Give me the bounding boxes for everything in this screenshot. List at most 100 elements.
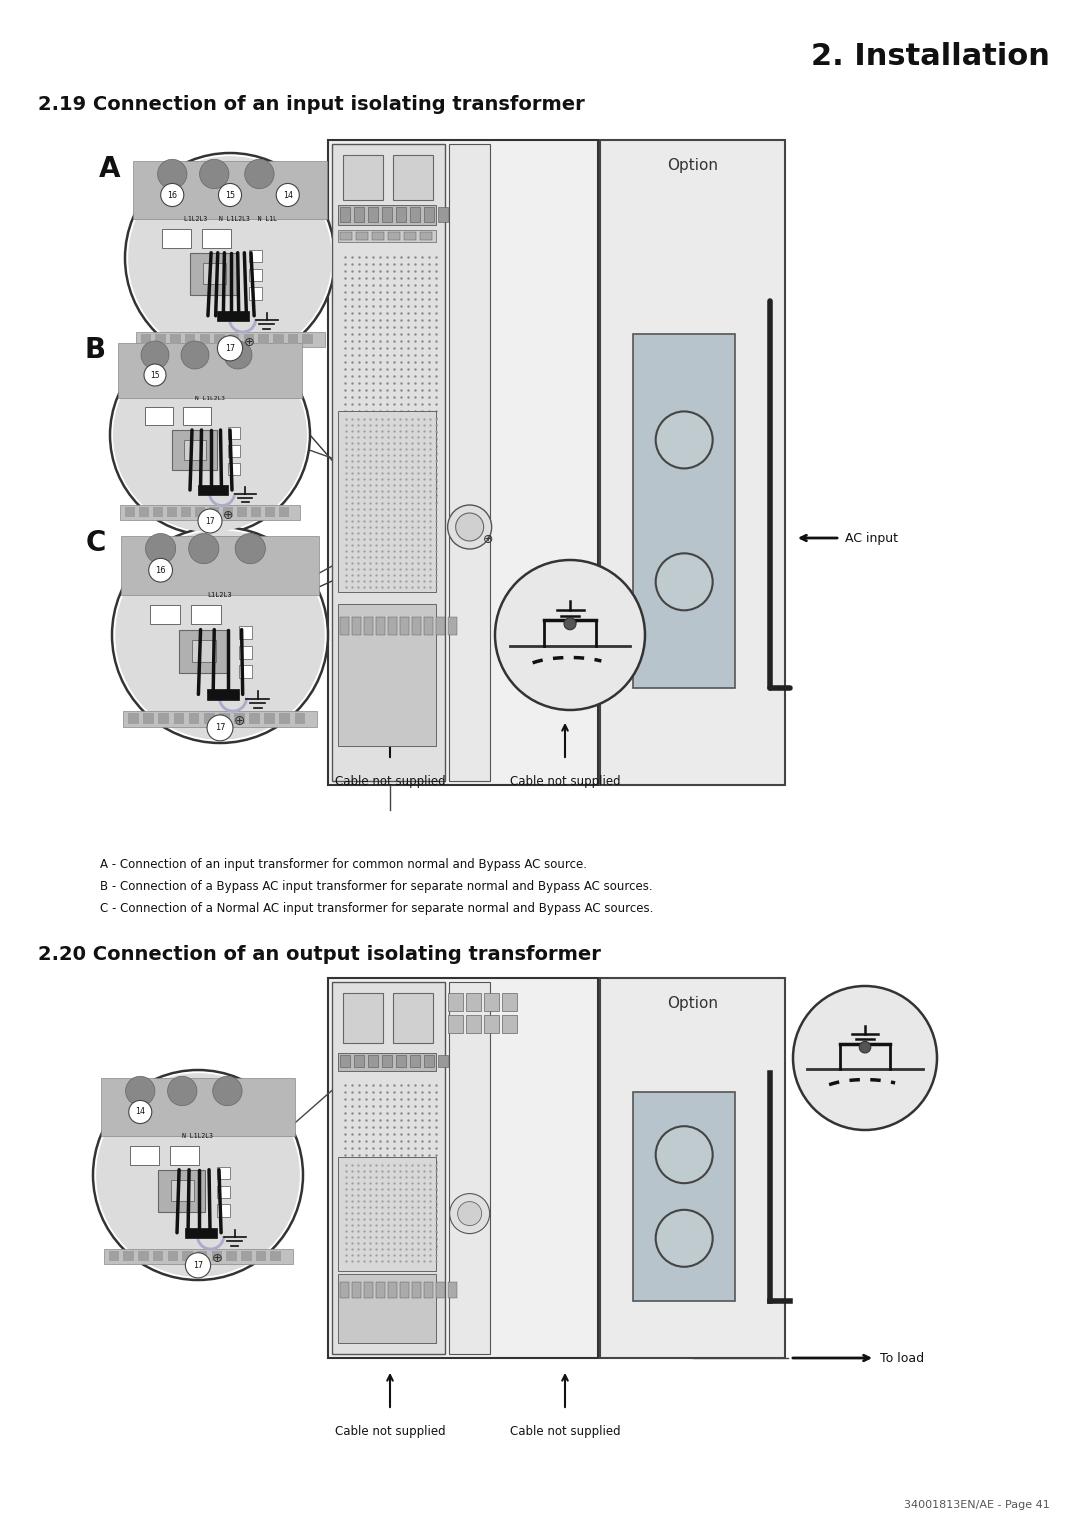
Text: To load: To load [880, 1351, 924, 1365]
Bar [424, 1282, 433, 1297]
Bar [191, 605, 221, 625]
Circle shape [456, 513, 484, 541]
Bar [228, 445, 240, 457]
Circle shape [129, 156, 332, 361]
Bar [448, 993, 463, 1012]
Bar [376, 1282, 384, 1297]
Bar [130, 1146, 159, 1164]
Bar [364, 1282, 373, 1297]
Bar [167, 507, 177, 516]
Bar [600, 141, 785, 785]
Text: 16: 16 [167, 191, 177, 200]
Bar [273, 333, 284, 344]
Circle shape [217, 336, 243, 361]
Bar [190, 252, 238, 295]
Bar [368, 1054, 378, 1067]
Text: C - Connection of a Normal AC input transformer for separate normal and Bypass A: C - Connection of a Normal AC input tran… [100, 902, 653, 915]
Bar [156, 333, 166, 344]
Bar [102, 1079, 295, 1137]
Bar [229, 333, 240, 344]
Bar [171, 1180, 193, 1201]
Bar [123, 1250, 134, 1261]
Bar [448, 1015, 463, 1033]
Text: N L1L2L3: N L1L2L3 [183, 1134, 214, 1140]
Bar [410, 1054, 420, 1067]
Bar [125, 507, 135, 516]
Text: 2.20 Connection of an output isolating transformer: 2.20 Connection of an output isolating t… [38, 944, 600, 964]
Text: A: A [98, 154, 120, 183]
Bar [183, 1250, 192, 1261]
Circle shape [161, 183, 184, 206]
Text: 14: 14 [283, 191, 293, 200]
Circle shape [144, 364, 166, 387]
Bar [240, 626, 253, 639]
Bar [354, 1054, 364, 1067]
Circle shape [141, 341, 168, 368]
Bar [411, 617, 421, 636]
Bar [159, 712, 170, 724]
Circle shape [656, 1126, 713, 1183]
Circle shape [564, 617, 576, 630]
Bar [279, 507, 289, 516]
Circle shape [189, 533, 219, 564]
Bar [109, 1250, 119, 1261]
Bar [217, 1186, 229, 1198]
Bar [338, 1053, 436, 1071]
Bar [502, 993, 517, 1012]
Text: ⊕: ⊕ [222, 509, 233, 521]
Circle shape [110, 335, 310, 535]
Circle shape [860, 1042, 870, 1053]
Bar [340, 232, 352, 240]
Bar [502, 1015, 517, 1033]
Text: N L1L2L3: N L1L2L3 [195, 396, 225, 400]
Circle shape [656, 553, 713, 610]
Bar [338, 1157, 436, 1271]
Bar [158, 1170, 205, 1212]
Text: AC input: AC input [845, 532, 897, 544]
Bar [120, 504, 300, 520]
Bar [222, 507, 233, 516]
Circle shape [213, 1076, 242, 1106]
Circle shape [186, 1253, 211, 1277]
Bar [376, 617, 384, 636]
Bar [248, 287, 261, 299]
Bar [420, 232, 432, 240]
Text: ⊕: ⊕ [243, 336, 255, 348]
Bar [139, 507, 149, 516]
Bar [280, 712, 291, 724]
Text: Option: Option [667, 157, 718, 173]
Bar [270, 1250, 281, 1261]
Bar [123, 711, 318, 727]
Bar [265, 712, 275, 724]
Bar [207, 689, 240, 700]
Circle shape [245, 159, 274, 188]
Bar [134, 162, 326, 219]
Bar [248, 249, 261, 263]
Circle shape [449, 1193, 489, 1233]
Circle shape [167, 1076, 197, 1106]
Bar [400, 617, 409, 636]
Circle shape [458, 1201, 482, 1225]
Text: C: C [85, 529, 106, 558]
Text: Cable not supplied: Cable not supplied [510, 1426, 620, 1438]
Bar [179, 630, 228, 672]
Text: 15: 15 [225, 191, 235, 200]
Circle shape [125, 153, 335, 364]
Bar [265, 507, 275, 516]
Bar [184, 440, 206, 460]
Bar [227, 1250, 237, 1261]
Bar [212, 1250, 222, 1261]
Bar [332, 983, 445, 1354]
Bar [340, 1282, 349, 1297]
Bar [396, 206, 406, 222]
Circle shape [656, 1210, 713, 1267]
Bar [338, 231, 436, 241]
Bar [145, 406, 173, 425]
Text: 15: 15 [150, 370, 160, 379]
Bar [295, 712, 306, 724]
Bar [287, 333, 298, 344]
Text: 2. Installation: 2. Installation [811, 41, 1050, 70]
Bar [393, 993, 433, 1044]
Circle shape [218, 183, 242, 206]
Text: 17: 17 [205, 516, 215, 526]
